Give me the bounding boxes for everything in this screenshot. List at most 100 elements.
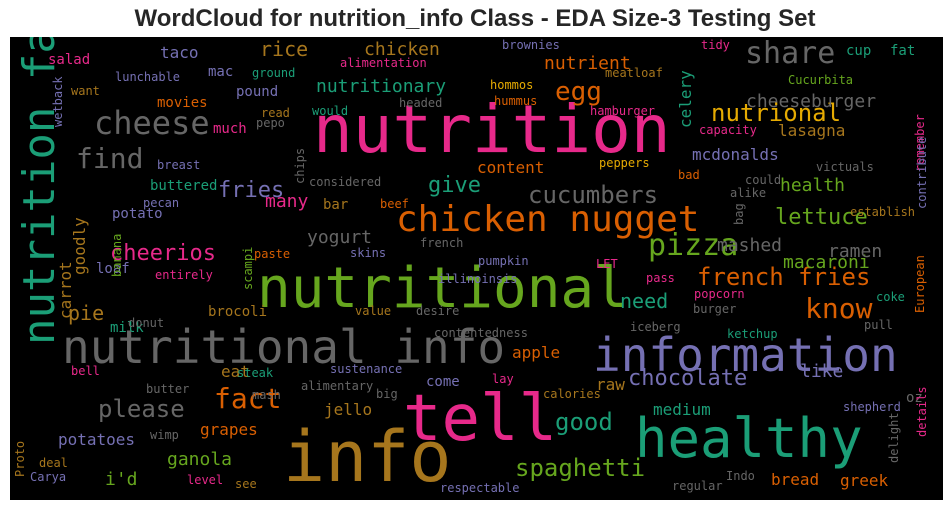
cloud-word: iceberg xyxy=(630,320,681,334)
cloud-word: illinoinsis xyxy=(438,272,518,286)
cloud-word: nutritional xyxy=(257,256,628,321)
cloud-word: burger xyxy=(693,302,737,316)
cloud-word: capacity xyxy=(699,123,757,137)
cloud-word: goodly xyxy=(70,217,89,275)
cloud-word: alimentary xyxy=(301,379,374,393)
cloud-word: movies xyxy=(157,95,208,111)
cloud-word: pepo xyxy=(256,116,285,130)
cloud-word: brocoli xyxy=(208,304,268,320)
cloud-word: wetback xyxy=(51,76,65,127)
cloud-word: nutritionary xyxy=(316,76,447,97)
cloud-word: lay xyxy=(492,372,514,386)
cloud-word: pizza xyxy=(648,228,739,263)
cloud-word: value xyxy=(355,304,392,318)
cloud-word: grapes xyxy=(200,420,258,439)
cloud-word: information xyxy=(593,328,898,382)
cloud-word: celery xyxy=(676,70,695,128)
cloud-word: contribute xyxy=(915,136,929,209)
cloud-word: hamburger xyxy=(590,104,656,118)
cloud-word: potatoes xyxy=(58,430,136,449)
cloud-word: bread xyxy=(771,470,820,489)
cloud-word: shepherd xyxy=(843,400,901,414)
cloud-word: ganola xyxy=(167,449,233,470)
cloud-word: egg xyxy=(555,77,602,107)
cloud-word: fact xyxy=(214,382,282,415)
cloud-word: ketchup xyxy=(727,327,778,341)
cloud-word: many xyxy=(265,191,309,212)
cloud-word: come xyxy=(426,374,460,390)
cloud-word: read xyxy=(261,106,290,120)
cloud-word: Cucurbita xyxy=(788,73,854,87)
cloud-word: brownies xyxy=(502,38,560,52)
cloud-word: regular xyxy=(672,479,723,493)
cloud-word: steak xyxy=(237,366,274,380)
cloud-word: need xyxy=(620,289,669,313)
cloud-word: bag xyxy=(732,203,746,225)
cloud-word: pull xyxy=(864,318,893,332)
cloud-word: victuals xyxy=(816,160,874,174)
cloud-word: jello xyxy=(324,400,373,419)
cloud-word: alimentation xyxy=(340,56,427,70)
cloud-word: health xyxy=(780,175,846,196)
cloud-word: nutrient xyxy=(544,53,631,74)
cloud-word: cheese xyxy=(94,104,210,142)
cloud-word: pound xyxy=(236,84,279,100)
cloud-word: find xyxy=(76,142,144,175)
cloud-word: chicken xyxy=(364,39,440,60)
cloud-word: beef xyxy=(380,197,409,211)
cloud-word: pie xyxy=(68,301,105,325)
cloud-word: LET xyxy=(596,257,618,271)
cloud-word: respectable xyxy=(440,481,520,495)
cloud-word: skins xyxy=(350,246,387,260)
cloud-word: medium xyxy=(653,400,711,419)
cloud-word: mash xyxy=(252,388,281,402)
cloud-word: could xyxy=(745,173,782,187)
cloud-word: banana xyxy=(110,233,124,277)
cloud-word: level xyxy=(187,473,224,487)
cloud-word: i'd xyxy=(105,469,138,490)
cloud-word: chocolate xyxy=(628,366,748,391)
cloud-word: know xyxy=(805,292,873,325)
cloud-word: alike xyxy=(730,186,767,200)
cloud-word: mcdonalds xyxy=(692,145,779,164)
cloud-word: like xyxy=(800,361,844,382)
cloud-word: details xyxy=(915,386,929,437)
cloud-word: ground xyxy=(252,66,296,80)
cloud-word: macaroni xyxy=(783,252,870,273)
word-cloud: nutrition nutritional info tell healthy infor… xyxy=(10,37,943,500)
cloud-word: content xyxy=(477,158,545,177)
cloud-word: fries xyxy=(218,178,285,203)
cloud-word: deal xyxy=(39,456,68,470)
cloud-word: oz xyxy=(906,390,923,406)
cloud-word: Carya xyxy=(30,470,67,484)
cloud-word: buttered xyxy=(150,178,218,194)
cloud-word: cheeseburger xyxy=(746,91,877,112)
cloud-word: mac xyxy=(208,64,234,80)
cloud-word: yogurt xyxy=(307,227,373,248)
cloud-word: would xyxy=(312,104,349,118)
cloud-word: greek xyxy=(840,471,889,490)
cloud-word: cucumbers xyxy=(528,181,659,209)
cloud-word: chips xyxy=(293,147,307,184)
cloud-word: headed xyxy=(399,96,443,110)
cloud-word: entirely xyxy=(155,268,213,282)
cloud-word: meatloaf xyxy=(605,66,663,80)
cloud-word: chicken nugget xyxy=(396,199,700,240)
cloud-word: lasagna xyxy=(778,121,846,140)
cloud-word: sustenance xyxy=(330,362,403,376)
cloud-word: bar xyxy=(323,197,349,213)
cloud-word: tidy xyxy=(701,38,730,52)
cloud-word: hommos xyxy=(490,78,534,92)
cloud-word: taco xyxy=(160,43,199,62)
cloud-word: pass xyxy=(646,271,675,285)
cloud-word: big xyxy=(376,387,398,401)
cloud-word: bell xyxy=(71,364,100,378)
cloud-word: Proto xyxy=(13,440,27,477)
cloud-word: Indo xyxy=(726,469,755,483)
cloud-word: hummus xyxy=(494,94,538,108)
cloud-word: raw xyxy=(596,375,625,394)
cloud-word: nutrition xyxy=(313,91,671,168)
cloud-word: please xyxy=(98,395,185,423)
cloud-word: coke xyxy=(876,290,905,304)
cloud-word: tell xyxy=(403,382,558,456)
